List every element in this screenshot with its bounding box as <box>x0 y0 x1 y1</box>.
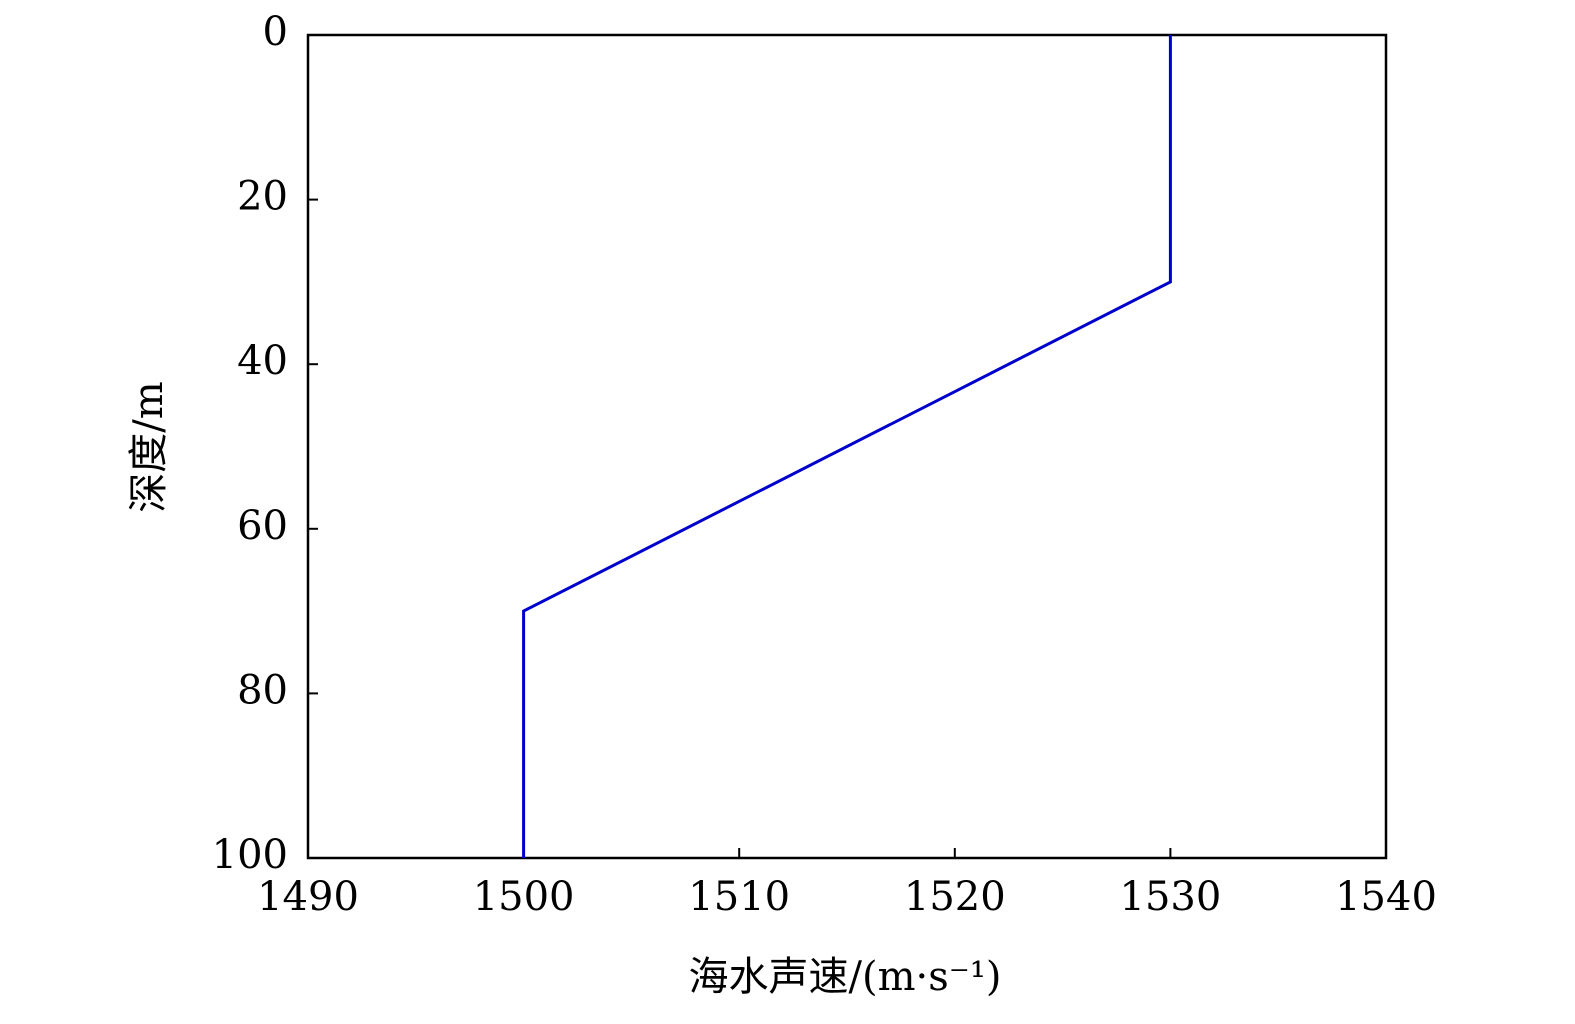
y-axis-label: 深度/m <box>126 381 172 512</box>
y-tick-label: 20 <box>237 174 288 220</box>
x-tick-label: 1520 <box>904 874 1006 920</box>
x-tick-label: 1490 <box>257 874 359 920</box>
x-tick-label: 1530 <box>1120 874 1222 920</box>
y-tick-label: 40 <box>237 338 288 384</box>
x-tick-label: 1500 <box>473 874 575 920</box>
y-tick-label: 0 <box>263 9 288 55</box>
line-series <box>522 35 1172 858</box>
plot-frame <box>306 33 1388 860</box>
x-tick-label: 1540 <box>1335 874 1437 920</box>
y-tick-label: 100 <box>212 832 288 878</box>
x-tick-label: 1510 <box>688 874 790 920</box>
x-axis-label: 海水声速/(m·s⁻¹) <box>688 954 1001 1000</box>
y-tick-label: 60 <box>237 503 288 549</box>
y-tick-label: 80 <box>237 667 288 713</box>
